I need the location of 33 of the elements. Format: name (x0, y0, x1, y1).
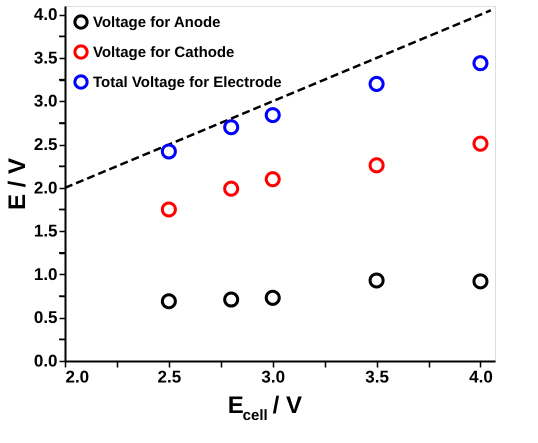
legend-label: Voltage for Anode (93, 14, 220, 31)
y-tick-label: 1.5 (34, 222, 58, 241)
y-tick-label: 0.5 (34, 308, 58, 328)
point (472, 55, 488, 72)
point (368, 76, 385, 92)
y-tick-label: 2.5 (34, 135, 58, 154)
point (223, 180, 240, 197)
point (160, 143, 177, 160)
point (368, 272, 385, 288)
x-tick-label: 3.0 (261, 368, 286, 386)
point (264, 290, 281, 306)
legend-label: Total Voltage for Electrode (93, 74, 282, 91)
point (160, 201, 177, 218)
point (223, 119, 240, 136)
point (223, 292, 240, 308)
y-tick-label: 2.0 (34, 178, 58, 198)
legend-label: Voltage for Cathode (93, 44, 234, 61)
point (472, 136, 488, 152)
x-tick-label: 2.5 (158, 368, 182, 386)
x-tick-label: 2.0 (66, 368, 90, 386)
x-tick-label: 4.0 (469, 368, 493, 386)
y-tick-label: 0.0 (34, 352, 58, 370)
y-tick-label: 3.5 (34, 48, 58, 68)
y-tick-label: 4.0 (34, 5, 58, 24)
y-axis-title: E / V (4, 158, 31, 210)
point (368, 157, 385, 174)
point (472, 273, 488, 290)
point (264, 107, 281, 124)
point (160, 293, 177, 310)
y-tick-label: 3.0 (34, 92, 58, 111)
x-tick-label: 3.5 (365, 368, 389, 386)
y-tick-label: 1.0 (34, 264, 58, 284)
point (264, 171, 281, 188)
